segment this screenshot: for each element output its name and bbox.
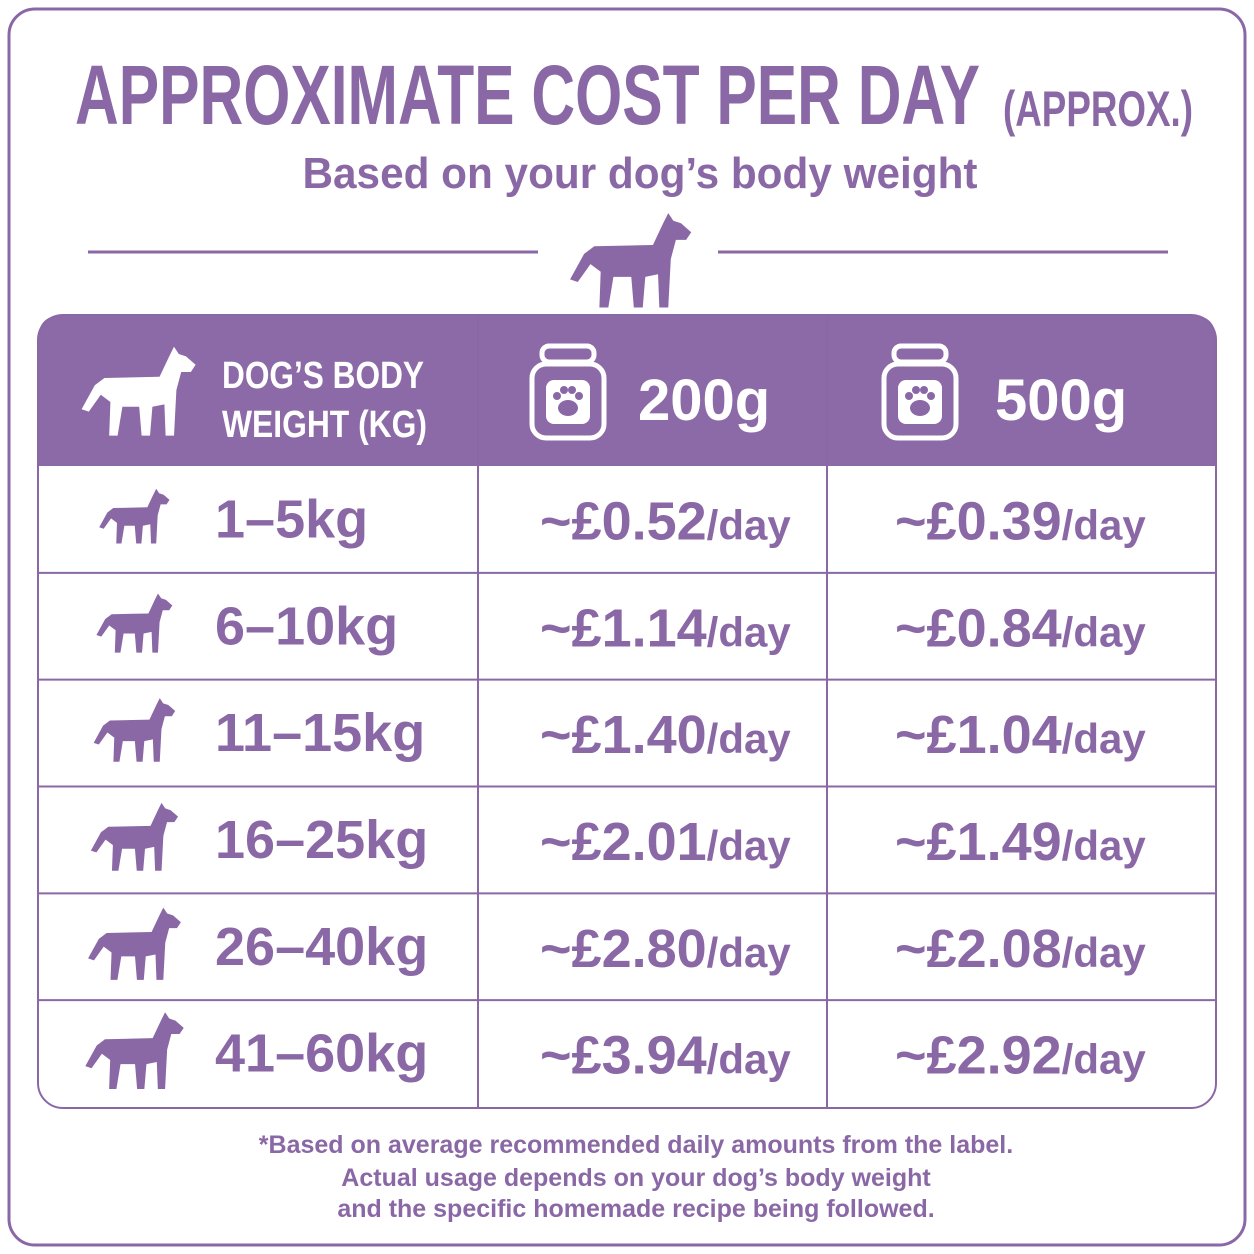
footnote: *Based on average recommended daily amou… bbox=[259, 1131, 1013, 1223]
weight-range: 41–60kg bbox=[215, 1024, 428, 1084]
subtitle: Based on your dog’s body weight bbox=[303, 149, 978, 198]
cost-unit: /day bbox=[1062, 1036, 1147, 1083]
cost-cell: ~£2.92/day bbox=[895, 1026, 1146, 1086]
footnote-line: and the specific homemade recipe being f… bbox=[337, 1195, 934, 1223]
cost-cell: ~£0.84/day bbox=[895, 598, 1146, 658]
cost-unit: /day bbox=[707, 608, 792, 655]
cost-unit: /day bbox=[707, 715, 792, 762]
cost-cell: ~£1.14/day bbox=[540, 598, 791, 658]
cost-price: ~£3.94 bbox=[540, 1026, 707, 1086]
cost-unit: /day bbox=[707, 1036, 792, 1083]
title-suffix: (APPROX.) bbox=[1003, 81, 1193, 137]
column-header: DOG’S BODY bbox=[222, 355, 424, 397]
weight-range: 16–25kg bbox=[215, 810, 428, 870]
title: APPROXIMATE COST PER DAY bbox=[75, 48, 980, 142]
cost-price: ~£2.80 bbox=[540, 919, 707, 979]
cost-cell: ~£1.40/day bbox=[540, 705, 791, 765]
column-header: 200g bbox=[638, 368, 770, 433]
column-header: WEIGHT (KG) bbox=[222, 404, 427, 446]
cost-price: ~£1.14 bbox=[540, 598, 707, 658]
weight-range: 26–40kg bbox=[215, 917, 428, 977]
cost-unit: /day bbox=[1062, 929, 1147, 976]
cost-cell: ~£1.49/day bbox=[895, 812, 1146, 872]
table-border bbox=[37, 314, 1217, 1109]
weight-range: 11–15kg bbox=[215, 703, 425, 763]
cost-price: ~£0.52 bbox=[540, 491, 707, 551]
cost-price: ~£1.49 bbox=[895, 812, 1062, 872]
cost-cell: ~£3.94/day bbox=[540, 1026, 791, 1086]
footnote-line: Actual usage depends on your dog’s body … bbox=[341, 1164, 931, 1192]
cost-cell: ~£0.39/day bbox=[895, 491, 1146, 551]
cost-unit: /day bbox=[1062, 501, 1147, 548]
cost-unit: /day bbox=[707, 929, 792, 976]
cost-price: ~£2.92 bbox=[895, 1026, 1062, 1086]
cost-price: ~£2.08 bbox=[895, 919, 1062, 979]
cost-price: ~£2.01 bbox=[540, 812, 707, 872]
cost-cell: ~£0.52/day bbox=[540, 491, 791, 551]
cost-unit: /day bbox=[1062, 715, 1147, 762]
cost-price: ~£1.04 bbox=[895, 705, 1062, 765]
cost-unit: /day bbox=[707, 822, 792, 869]
column-header: 500g bbox=[995, 368, 1127, 433]
cost-price: ~£0.84 bbox=[895, 598, 1062, 658]
weight-range: 6–10kg bbox=[215, 596, 398, 656]
cost-price: ~£0.39 bbox=[895, 491, 1062, 551]
cost-cell: ~£2.01/day bbox=[540, 812, 791, 872]
table-header-bg bbox=[38, 315, 1216, 466]
weight-range: 1–5kg bbox=[215, 489, 368, 549]
footnote-line: *Based on average recommended daily amou… bbox=[259, 1131, 1013, 1159]
cost-unit: /day bbox=[1062, 822, 1147, 869]
cost-cell: ~£2.08/day bbox=[895, 919, 1146, 979]
cost-cell: ~£1.04/day bbox=[895, 705, 1146, 765]
cost-unit: /day bbox=[707, 501, 792, 548]
cost-unit: /day bbox=[1062, 608, 1147, 655]
cost-cell: ~£2.80/day bbox=[540, 919, 791, 979]
cost-price: ~£1.40 bbox=[540, 705, 707, 765]
